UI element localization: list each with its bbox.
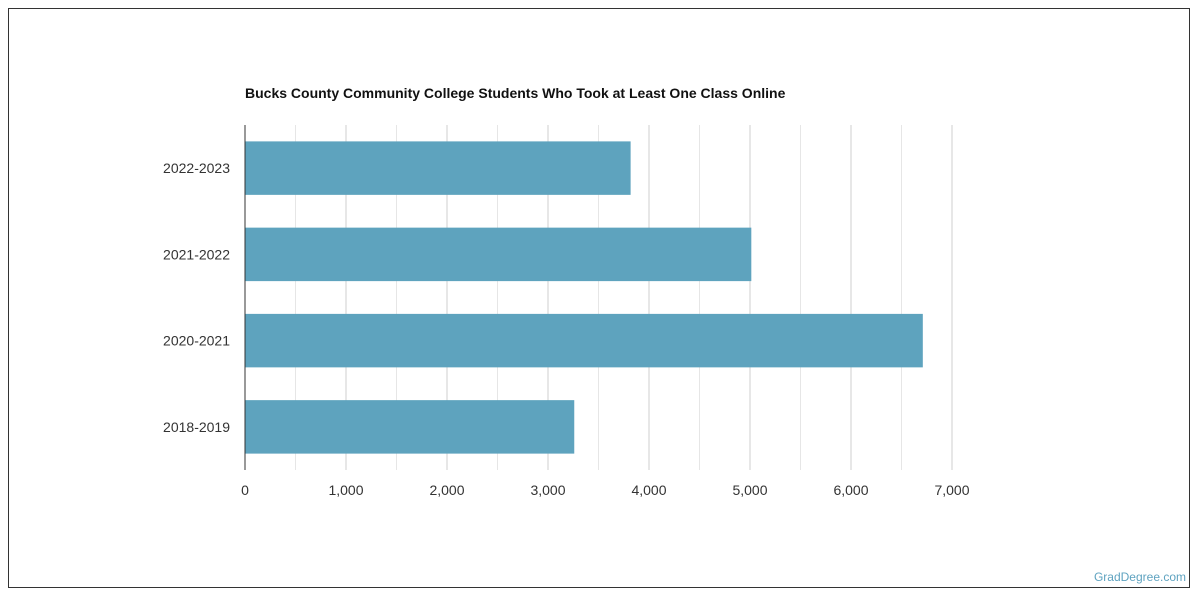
bar-2022-2023 [245, 141, 631, 195]
y-tick-labels: 2022-2023 2021-2022 2020-2021 2018-2019 [163, 160, 230, 435]
y-tick-label: 2021-2022 [163, 246, 230, 262]
x-tick-labels: 0 1,000 2,000 3,000 4,000 5,000 6,000 7,000 [241, 482, 970, 498]
y-tick-label: 2022-2023 [163, 160, 230, 176]
x-tick-label: 4,000 [631, 482, 666, 498]
watermark: GradDegree.com [1093, 570, 1186, 584]
x-tick-label: 3,000 [530, 482, 565, 498]
bar-2021-2022 [245, 227, 752, 282]
x-tick-label: 1,000 [328, 482, 363, 498]
y-tick-label: 2020-2021 [163, 333, 230, 349]
x-tick-label: 6,000 [833, 482, 868, 498]
bar-2020-2021 [245, 313, 923, 368]
chart-title: Bucks County Community College Students … [245, 85, 786, 101]
x-tick-label: 7,000 [934, 482, 969, 498]
bars [245, 141, 923, 454]
y-tick-label: 2018-2019 [163, 419, 230, 435]
bar-2018-2019 [245, 400, 575, 454]
x-tick-label: 0 [241, 482, 249, 498]
x-tick-label: 2,000 [429, 482, 464, 498]
x-tick-label: 5,000 [732, 482, 767, 498]
